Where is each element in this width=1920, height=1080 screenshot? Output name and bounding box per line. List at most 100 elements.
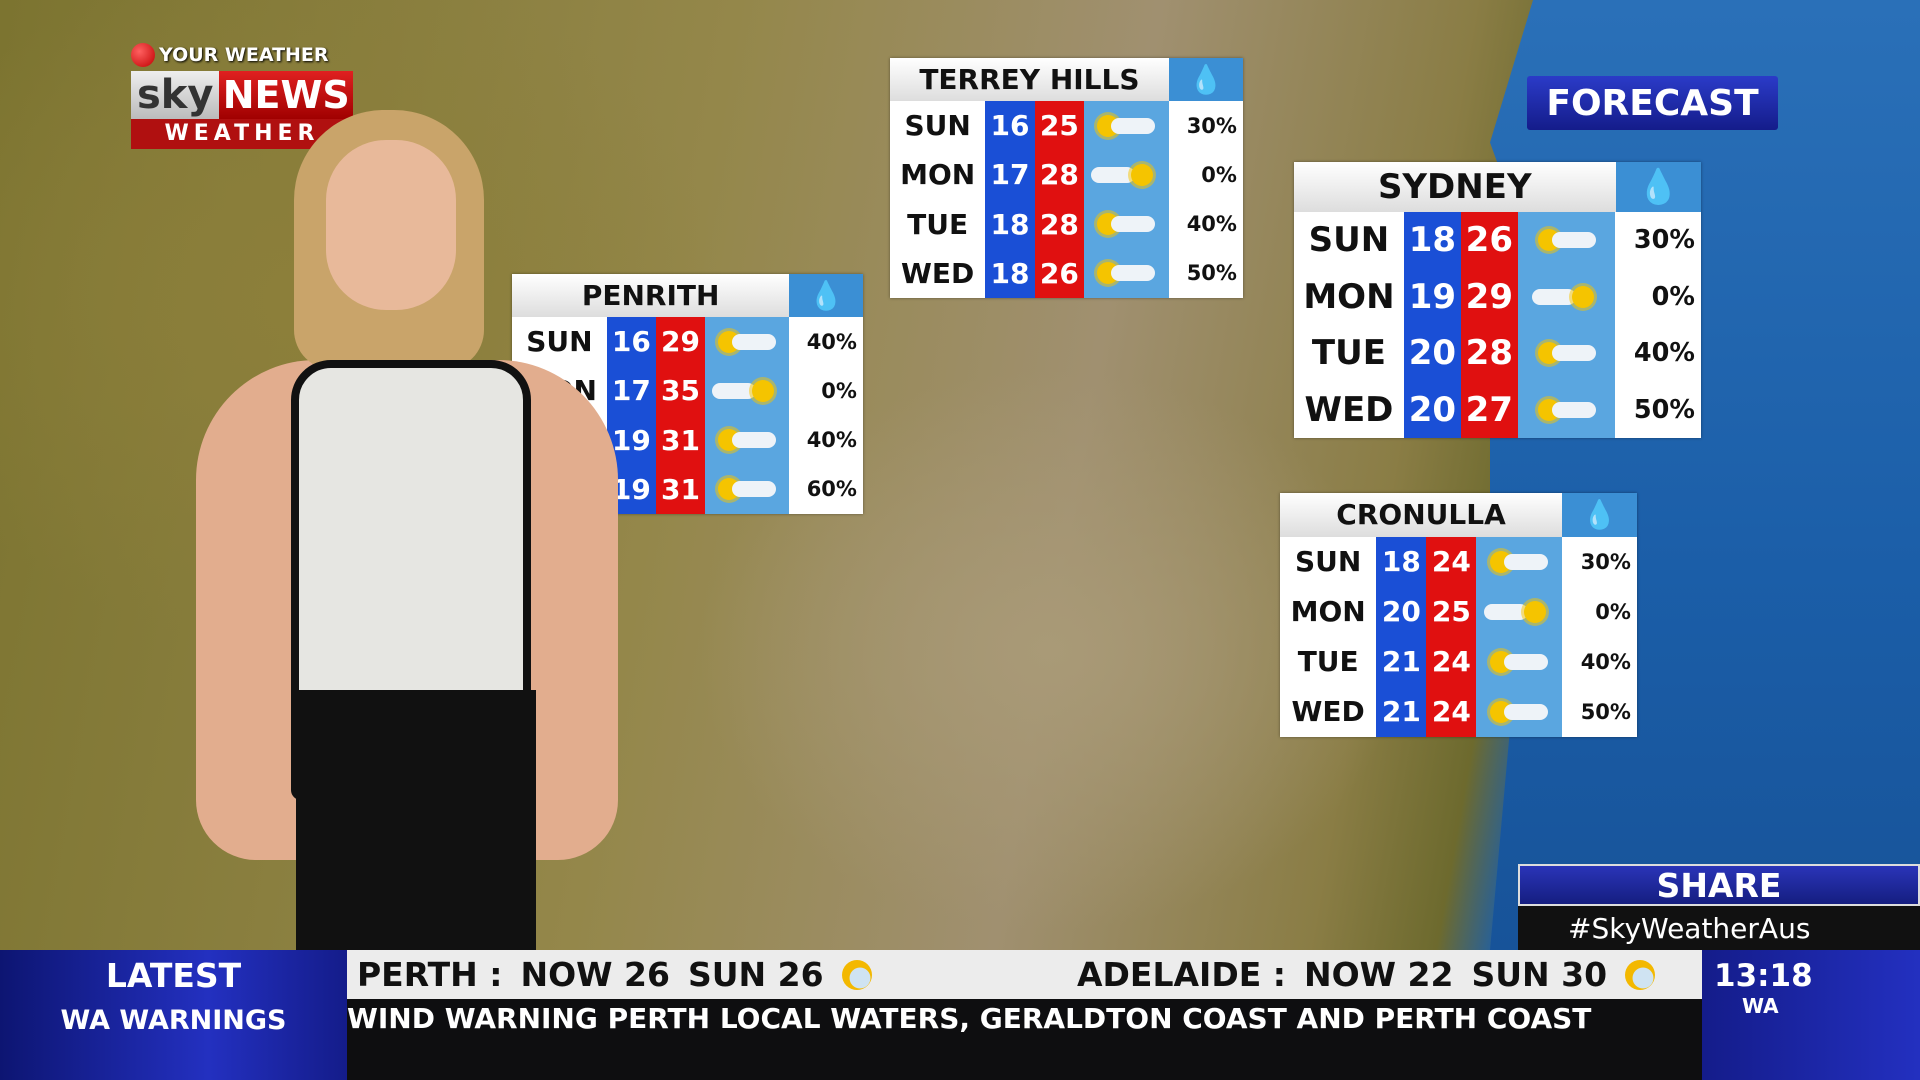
forecast-row: TUE 20 28 40% [1294, 324, 1701, 382]
forecast-row: SUN 16 29 40% [512, 317, 863, 367]
day: WED [1291, 695, 1365, 729]
clock-time: 13:18 [1714, 958, 1813, 994]
rain-chance: 40% [1633, 338, 1695, 369]
forecast-row: WED 19 31 60% [512, 464, 863, 514]
presenter [196, 110, 618, 950]
rain-chance: 30% [1633, 224, 1695, 255]
high-temp: 28 [1460, 324, 1518, 382]
forecast-label: FORECAST [1527, 76, 1778, 130]
high-temp: 24 [1426, 686, 1477, 737]
live-dot-icon [131, 43, 155, 67]
low-temp: 16 [985, 101, 1035, 151]
forecast-row: SUN 18 24 30% [1280, 536, 1637, 587]
raindrop-icon: 💧 [1615, 162, 1701, 212]
city-name: ADELAIDE : [1077, 955, 1286, 994]
city-now: NOW 22 [1303, 955, 1454, 994]
city-adelaide: ADELAIDE : NOW 22 SUN 30 [1067, 955, 1656, 994]
low-temp: 20 [1376, 586, 1427, 637]
low-temp: 16 [606, 317, 656, 367]
day: SUN [1295, 545, 1362, 579]
cloud-sun-icon [1084, 150, 1169, 200]
day: TUE [1311, 333, 1386, 374]
day: SUN [904, 109, 971, 143]
rain-chance: 50% [1186, 261, 1237, 286]
partly-cloudy-icon [1625, 959, 1656, 990]
sun-cloud-icon [1084, 199, 1169, 249]
forecast-row: MON 20 25 0% [1280, 586, 1637, 637]
forecast-row: WED 21 24 50% [1280, 686, 1637, 737]
sun-cloud-icon [1517, 324, 1616, 382]
low-temp: 18 [985, 199, 1035, 249]
raindrop-icon: 💧 [1168, 58, 1243, 102]
ticker-bar: LATEST WA WARNINGS PERTH : NOW 26 SUN 26… [0, 950, 1920, 1080]
latest-label: LATEST [105, 955, 242, 995]
sun-cloud-icon [705, 464, 790, 514]
low-temp: 19 [606, 415, 656, 465]
forecast-row: SUN 16 25 30% [890, 101, 1243, 151]
sun-cloud-icon [1517, 381, 1616, 438]
panel-title: CRONULLA [1280, 493, 1563, 537]
low-temp: 17 [606, 366, 656, 416]
cloud-sun-icon [705, 366, 790, 416]
city-name: PERTH : [357, 955, 503, 994]
ocean-map [1490, 0, 1920, 950]
low-temp: 20 [1403, 324, 1461, 382]
high-temp: 24 [1426, 536, 1477, 587]
forecast-row: WED 18 26 50% [890, 248, 1243, 298]
low-temp: 20 [1403, 381, 1461, 438]
high-temp: 31 [655, 415, 706, 465]
sun-cloud-icon [1476, 636, 1562, 687]
day: WED [901, 256, 975, 290]
rain-chance: 0% [1201, 162, 1237, 187]
high-temp: 26 [1034, 248, 1085, 298]
high-temp: 28 [1034, 150, 1085, 200]
day: MON [1303, 276, 1395, 317]
sun-cloud-icon [1476, 686, 1562, 737]
forecast-row: TUE 18 28 40% [890, 199, 1243, 249]
forecast-row: TUE 21 24 40% [1280, 636, 1637, 687]
low-temp: 18 [1403, 211, 1461, 269]
forecast-panel-cronulla: CRONULLA 💧 SUN 18 24 30% MON 20 25 0% TUE… [1280, 493, 1637, 737]
forecast-row: SUN 18 26 30% [1294, 211, 1701, 269]
rain-chance: 40% [1580, 649, 1631, 674]
rain-chance: 0% [1595, 599, 1631, 624]
day: MON [900, 158, 976, 192]
high-temp: 29 [655, 317, 706, 367]
logo-news: NEWS [219, 71, 353, 119]
clock: 13:18 WA [1702, 950, 1920, 1080]
cloud-sun-icon [1517, 268, 1616, 325]
sun-cloud-icon [1084, 101, 1169, 151]
high-temp: 26 [1460, 211, 1518, 269]
day: WED [1304, 389, 1394, 430]
rain-chance: 60% [806, 477, 857, 502]
rain-chance: 40% [1186, 212, 1237, 237]
city-perth: PERTH : NOW 26 SUN 26 [347, 955, 1067, 994]
high-temp: 25 [1426, 586, 1477, 637]
day: SUN [526, 325, 593, 359]
section-label: WA WARNINGS [60, 1004, 287, 1036]
rain-chance: 30% [1186, 113, 1237, 138]
forecast-row: MON 17 28 0% [890, 150, 1243, 200]
forecast-row: MON 19 29 0% [1294, 268, 1701, 325]
latest-box: LATEST WA WARNINGS [0, 950, 347, 1080]
forecast-panel-terrey-hills: TERREY HILLS 💧 SUN 16 25 30% MON 17 28 0%… [890, 58, 1243, 298]
low-temp: 19 [1403, 268, 1461, 325]
rain-chance: 0% [821, 378, 857, 403]
city-day: SUN 30 [1471, 955, 1608, 994]
panel-title: SYDNEY [1294, 162, 1616, 212]
logo-live-label: YOUR WEATHER [159, 44, 329, 66]
sun-cloud-icon [705, 317, 790, 367]
partly-cloudy-icon [841, 959, 872, 990]
forecast-panel-sydney: SYDNEY 💧 SUN 18 26 30% MON 19 29 0% TUE 2… [1294, 162, 1701, 438]
rain-chance: 50% [1633, 394, 1695, 425]
cloud-sun-icon [1476, 586, 1562, 637]
high-temp: 24 [1426, 636, 1477, 687]
low-temp: 17 [985, 150, 1035, 200]
high-temp: 35 [655, 366, 706, 416]
rain-chance: 40% [806, 329, 857, 354]
high-temp: 29 [1460, 268, 1518, 325]
city-day: SUN 26 [687, 955, 824, 994]
forecast-row: WED 20 27 50% [1294, 381, 1701, 438]
share-title: SHARE [1518, 864, 1920, 906]
clock-zone: WA [1742, 994, 1779, 1018]
